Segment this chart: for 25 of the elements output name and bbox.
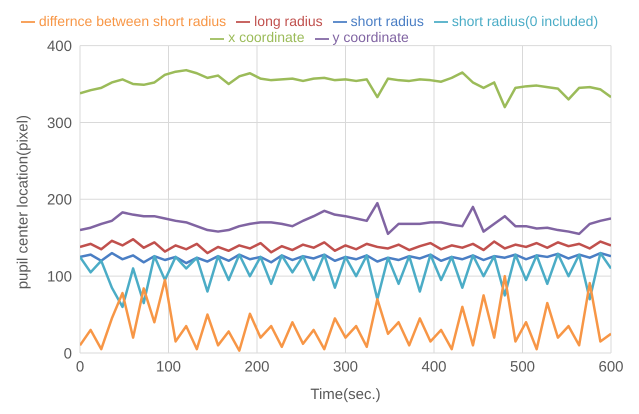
x-tick-label: 300	[332, 358, 358, 376]
x-axis-title: Time(sec.)	[310, 386, 381, 403]
x-tick-label: 100	[156, 358, 182, 376]
y-tick-label: 200	[46, 192, 72, 209]
line-series	[80, 238, 611, 254]
x-tick-label: 0	[76, 358, 84, 376]
y-tick-label: 400	[46, 38, 72, 55]
x-tick-label: 400	[421, 358, 447, 376]
y-tick-label: 300	[46, 114, 72, 132]
legend-label: short radius	[350, 13, 424, 29]
x-tick-label: 200	[244, 358, 270, 376]
x-tick-label: 500	[510, 358, 536, 376]
legend-label: y coordinate	[332, 29, 409, 46]
legend-label: x coordinate	[228, 29, 304, 46]
y-tick-label: 0	[64, 345, 72, 362]
line-series	[80, 274, 611, 352]
line-series	[80, 68, 611, 108]
x-tick-label: 600	[598, 358, 624, 376]
legend-label: differnce between short radius	[38, 13, 226, 29]
y-axis-title: pupil center location(pixel)	[14, 115, 32, 290]
y-tick-label: 100	[46, 268, 72, 286]
line-series	[80, 202, 611, 236]
legend-label: short radius(0 included)	[452, 13, 598, 29]
legend-label: long radius	[254, 13, 323, 29]
line-series	[80, 252, 611, 308]
